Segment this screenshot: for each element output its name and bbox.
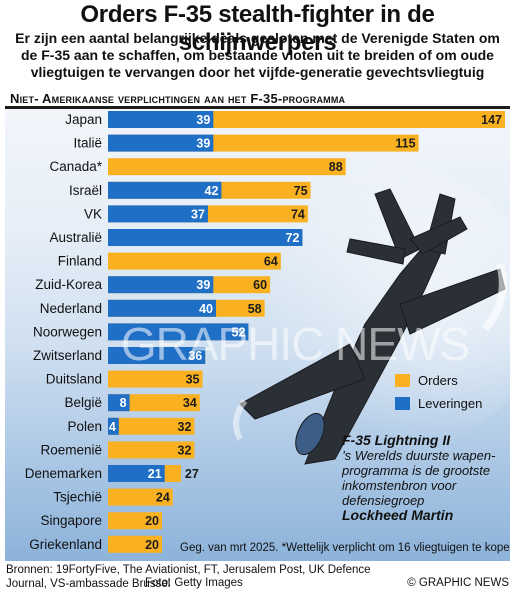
legend-swatch-deliveries: [395, 397, 410, 410]
deliveries-bar: [108, 134, 214, 152]
graphic-credit: © GRAPHIC NEWS: [407, 577, 509, 589]
page-subtitle: Er zijn een aantal belangrijke deals ges…: [15, 30, 500, 80]
category-label: Italië: [73, 136, 102, 151]
deliveries-bar: [108, 276, 214, 294]
orders-bar: [108, 370, 203, 388]
deliveries-bar: [108, 347, 206, 364]
footnote: Geg. van mrt 2025. *Wettelijk verplicht …: [180, 542, 510, 554]
orders-bar: [108, 488, 173, 506]
orders-value-label: 74: [291, 207, 305, 221]
panel-header: Niet- Amerikaanse verplichtingen aan het…: [5, 89, 510, 109]
orders-value-label: 115: [395, 137, 415, 151]
deliveries-bar: [108, 205, 208, 223]
sources: Bronnen: 19FortyFive, The Aviationist, F…: [6, 564, 371, 590]
category-label: Griekenland: [29, 537, 102, 552]
category-label: Zwitserland: [33, 348, 102, 363]
orders-value-label: 35: [186, 373, 200, 387]
orders-value-label: 20: [145, 538, 159, 552]
panel-title: Niet- Amerikaanse verplichtingen aan het…: [10, 91, 346, 106]
orders-value-label: 32: [178, 443, 192, 457]
category-label: VK: [84, 206, 102, 221]
orders-value-label: 64: [264, 255, 278, 269]
caption-company: Lockheed Martin: [342, 507, 454, 523]
category-label: Denemarken: [25, 466, 102, 481]
category-label: Nederland: [40, 301, 102, 316]
page-title: Orders F-35 stealth-fighter in de schijn…: [80, 1, 435, 56]
deliveries-value-label: 39: [196, 113, 210, 127]
deliveries-bar: [108, 181, 222, 199]
deliveries-bar: [108, 111, 214, 128]
category-label: Israël: [69, 183, 102, 198]
orders-bar: [108, 417, 195, 435]
orders-bar: [108, 512, 163, 530]
deliveries-value-label: 8: [120, 396, 127, 410]
deliveries-value-label: 39: [196, 137, 210, 151]
deliveries-value-label: 42: [205, 184, 219, 198]
deliveries-bar: [108, 229, 303, 246]
orders-value-label: 27: [185, 467, 199, 481]
legend-label-deliveries: Leveringen: [418, 396, 483, 411]
deliveries-value-label: 4: [109, 420, 116, 434]
orders-value-label: 75: [294, 184, 308, 198]
orders-value-label: 20: [145, 514, 159, 528]
caption-title: F-35 Lightning II: [342, 432, 451, 448]
orders-value-label: 60: [253, 278, 267, 292]
orders-value-label: 88: [329, 160, 343, 174]
orders-value-label: 24: [156, 491, 170, 505]
category-label: Zuid-Korea: [35, 277, 102, 292]
deliveries-bar: [108, 323, 249, 341]
jet-caption: F-35 Lightning II ’s Werelds duurste wap…: [342, 433, 507, 523]
orders-value-label: 34: [183, 396, 197, 410]
category-label: Roemenië: [40, 442, 102, 457]
deliveries-bar: [108, 465, 165, 482]
photo-credit: Foto: Getty Images: [145, 577, 243, 589]
category-label: Finland: [58, 254, 102, 269]
legend-swatch-orders: [395, 374, 410, 387]
deliveries-value-label: 52: [232, 325, 246, 339]
category-label: België: [64, 395, 102, 410]
orders-value-label: 147: [481, 113, 502, 127]
deliveries-value-label: 72: [286, 231, 300, 245]
category-label: Polen: [67, 419, 102, 434]
category-label: Australië: [49, 230, 102, 245]
deliveries-value-label: 36: [188, 349, 202, 363]
orders-value-label: 32: [178, 420, 192, 434]
category-label: Singapore: [40, 513, 102, 528]
category-label: Canada*: [49, 159, 102, 174]
deliveries-value-label: 40: [199, 302, 213, 316]
orders-bar: [108, 252, 281, 270]
orders-bar: [108, 394, 200, 412]
orders-bar: [108, 158, 346, 176]
chart-panel: Niet- Amerikaanse verplichtingen aan het…: [5, 89, 510, 561]
deliveries-bar: [108, 394, 130, 412]
category-label: Duitsland: [46, 372, 102, 387]
deliveries-value-label: 37: [191, 207, 205, 221]
caption-body: ’s Werelds duurste wapen-programma is de…: [342, 448, 496, 508]
deliveries-value-label: 39: [196, 278, 210, 292]
deliveries-value-label: 21: [148, 467, 162, 481]
category-label: Tsjechië: [53, 490, 102, 505]
orders-bar: [108, 441, 195, 459]
legend-label-orders: Orders: [418, 373, 458, 388]
deliveries-bar: [108, 417, 119, 435]
category-label: Japan: [65, 112, 102, 127]
deliveries-bar: [108, 299, 217, 317]
category-label: Noorwegen: [33, 324, 102, 339]
orders-value-label: 58: [248, 302, 262, 316]
orders-bar: [108, 535, 163, 553]
